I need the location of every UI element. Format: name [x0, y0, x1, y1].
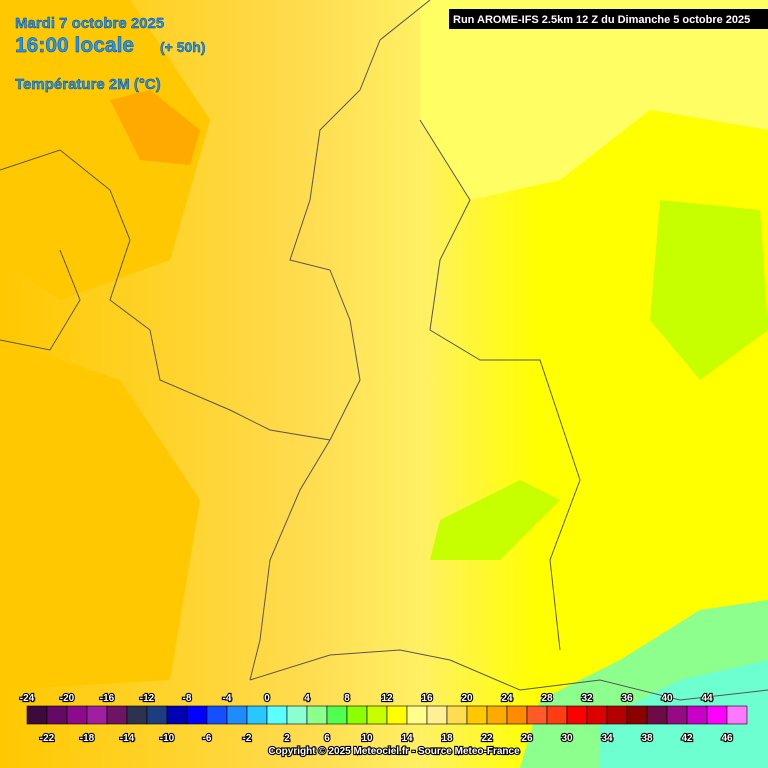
- legend-label: 8: [344, 693, 350, 704]
- legend-swatch: [146, 705, 168, 725]
- borders: [0, 0, 768, 701]
- warm-zone: [0, 0, 210, 300]
- legend-swatch: [566, 705, 588, 725]
- legend-label: -2: [243, 733, 252, 744]
- legend-swatch: [126, 705, 148, 725]
- legend-label: 32: [581, 693, 593, 704]
- legend-swatch: [206, 705, 228, 725]
- legend-swatch: [606, 705, 628, 725]
- legend-swatch: [586, 705, 608, 725]
- copyright: Copyright © 2025 Meteociel.fr - Source M…: [268, 746, 520, 757]
- legend-swatch: [286, 705, 308, 725]
- date: Mardi 7 octobre 2025: [15, 15, 164, 32]
- legend-label: 12: [381, 693, 393, 704]
- legend-label: -24: [20, 693, 35, 704]
- legend-label: -8: [183, 693, 192, 704]
- legend-swatch: [246, 705, 268, 725]
- legend-label: 14: [401, 733, 413, 744]
- cool-zone: [650, 200, 768, 380]
- lead-time: (+ 50h): [160, 39, 206, 55]
- legend-label: -20: [60, 693, 75, 704]
- legend-swatch: [66, 705, 88, 725]
- legend-label: -12: [140, 693, 155, 704]
- legend-swatch: [626, 705, 648, 725]
- legend-swatch: [426, 705, 448, 725]
- legend-label: 0: [264, 693, 270, 704]
- legend-swatch: [726, 705, 748, 725]
- legend-label: -16: [100, 693, 115, 704]
- legend-label: 44: [701, 693, 713, 704]
- legend-swatch: [506, 705, 528, 725]
- legend-label: -14: [120, 733, 135, 744]
- legend-swatch: [46, 705, 68, 725]
- legend-label: 24: [501, 693, 513, 704]
- cool-zone: [430, 480, 560, 560]
- legend-swatch: [186, 705, 208, 725]
- legend-label: 38: [641, 733, 653, 744]
- legend-swatch: [386, 705, 408, 725]
- mild-zone: [420, 0, 768, 200]
- run-box: [449, 9, 768, 29]
- legend-label: 6: [324, 733, 330, 744]
- legend-label: -18: [80, 733, 95, 744]
- legend-label: 4: [304, 693, 310, 704]
- legend-label: 34: [601, 733, 613, 744]
- legend-swatch: [266, 705, 288, 725]
- legend-label: 20: [461, 693, 473, 704]
- legend-swatch: [406, 705, 428, 725]
- legend-label: 2: [284, 733, 290, 744]
- legend-swatch: [86, 705, 108, 725]
- legend-label: 28: [541, 693, 553, 704]
- legend-label: -10: [160, 733, 175, 744]
- legend-swatch: [666, 705, 688, 725]
- legend-swatch: [226, 705, 248, 725]
- legend: -24-22-20-18-16-14-12-10-8-6-4-202468101…: [19, 692, 748, 745]
- legend-label: 40: [661, 693, 673, 704]
- legend-swatch: [646, 705, 668, 725]
- legend-swatch: [446, 705, 468, 725]
- warm-zone: [0, 340, 200, 690]
- legend-label: 30: [561, 733, 573, 744]
- legend-label: 10: [361, 733, 373, 744]
- run-info: Run AROME-IFS 2.5km 12 Z du Dimanche 5 o…: [453, 14, 750, 26]
- parameter: Température 2M (°C): [15, 76, 161, 93]
- time: 16:00 locale: [15, 34, 134, 57]
- legend-swatch: [26, 705, 48, 725]
- legend-swatch: [526, 705, 548, 725]
- legend-swatch: [486, 705, 508, 725]
- legend-label: -22: [40, 733, 55, 744]
- legend-swatch: [346, 705, 368, 725]
- legend-swatch: [166, 705, 188, 725]
- legend-label: 36: [621, 693, 633, 704]
- warm-zone: [110, 90, 200, 165]
- legend-swatch: [706, 705, 728, 725]
- legend-swatch: [326, 705, 348, 725]
- legend-label: -6: [203, 733, 212, 744]
- legend-label: 26: [521, 733, 533, 744]
- legend-swatch: [686, 705, 708, 725]
- legend-label: 42: [681, 733, 693, 744]
- legend-label: -4: [223, 693, 232, 704]
- legend-swatch: [366, 705, 388, 725]
- legend-swatch: [466, 705, 488, 725]
- legend-label: 18: [441, 733, 453, 744]
- legend-swatch: [306, 705, 328, 725]
- legend-label: 16: [421, 693, 433, 704]
- legend-swatch: [546, 705, 568, 725]
- legend-label: 46: [721, 733, 733, 744]
- legend-swatch: [106, 705, 128, 725]
- legend-label: 22: [481, 733, 493, 744]
